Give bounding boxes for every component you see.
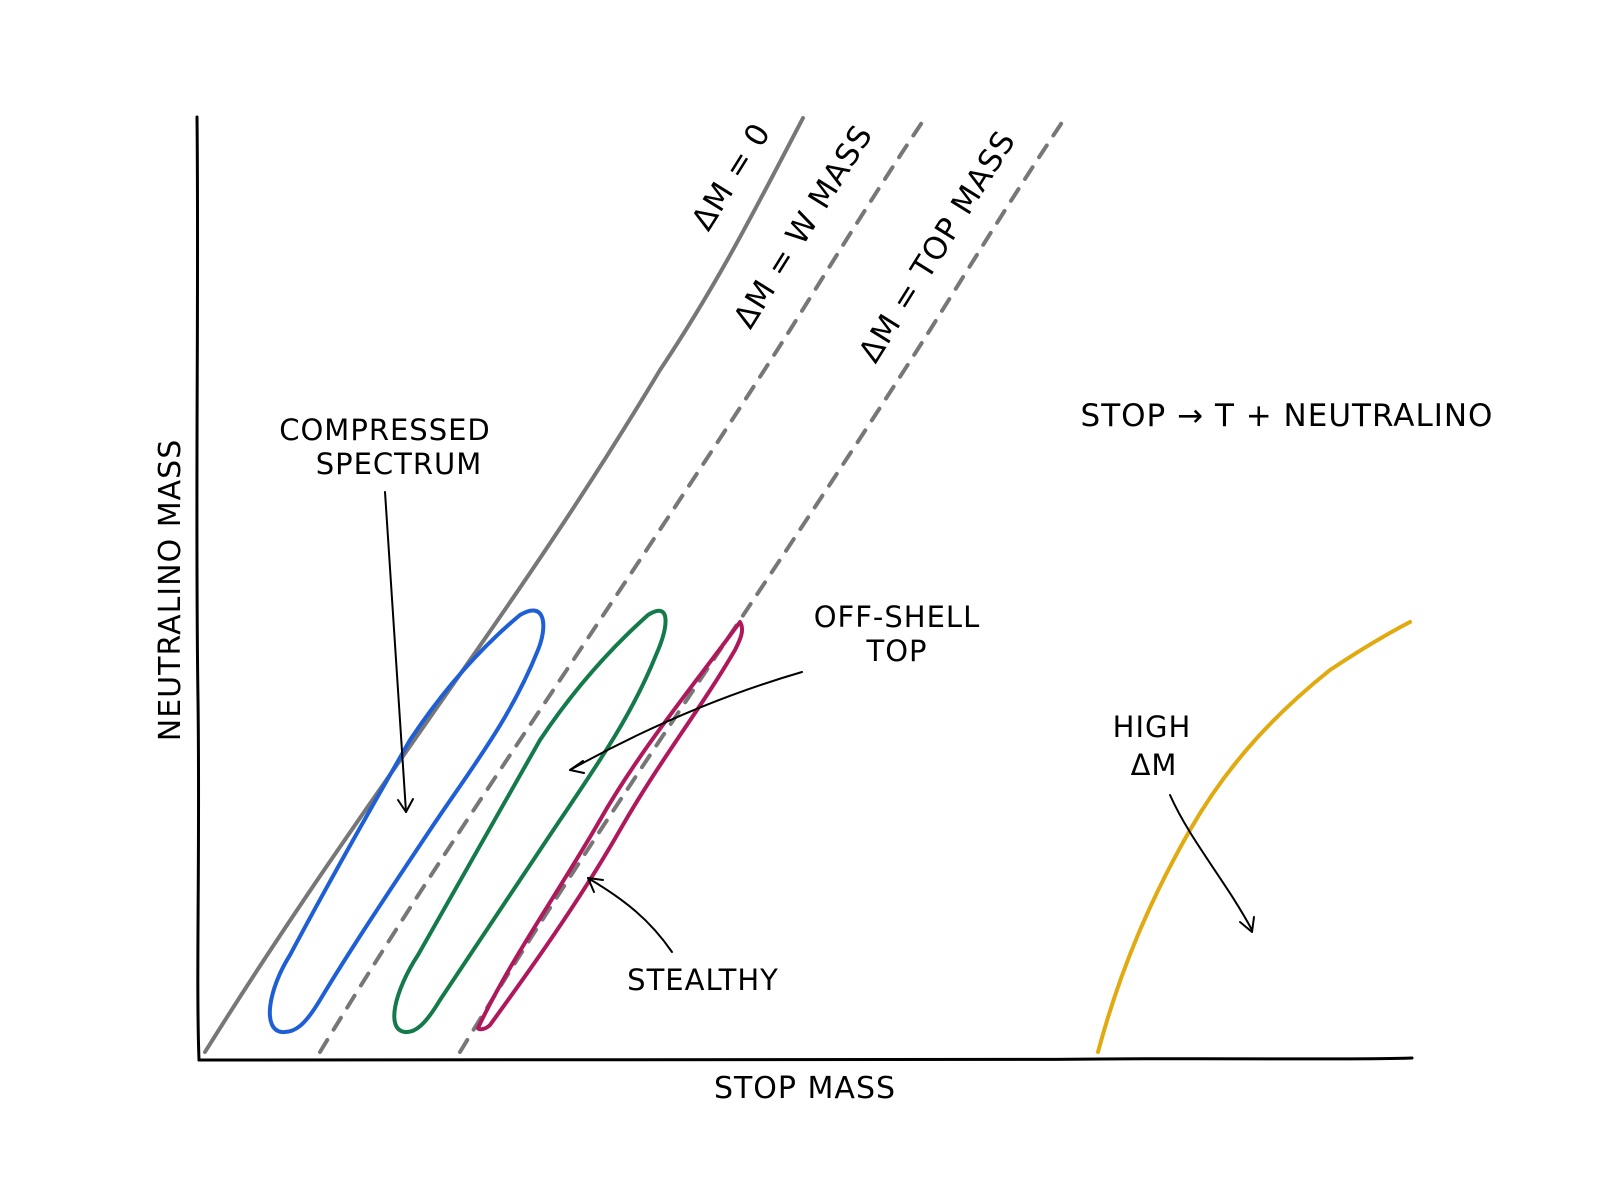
dm-w-line [318, 116, 927, 1054]
compressed-label-line1: COMPRESSED [279, 413, 491, 447]
high-dm-arrow [1169, 794, 1255, 933]
dm-top-label: ΔM = TOP MASS [852, 124, 1023, 369]
stealthy-region [476, 620, 745, 1032]
dm-zero-line [203, 116, 805, 1054]
stealthy-label: STEALTHY [627, 963, 779, 997]
offshell-arrow [569, 671, 803, 774]
dm-top-line [458, 116, 1067, 1054]
dm-zero-label: ΔM = 0 [685, 117, 779, 237]
x-axis [197, 1056, 1414, 1062]
stealthy-arrow [587, 877, 673, 953]
high-dm-label-line1: HIGH [1113, 710, 1192, 744]
y-axis [195, 115, 201, 1062]
offshell-label-line1: OFF-SHELL [814, 600, 981, 634]
y-axis-title: NEUTRALINO MASS [153, 439, 188, 741]
off-shell-top-region [392, 608, 668, 1035]
x-axis-title: STOP MASS [714, 1071, 896, 1106]
decay-label: STOP → T + NEUTRALINO [1081, 398, 1494, 434]
compressed-arrow [384, 491, 414, 813]
high-dm-label-line2: ΔM [1131, 748, 1178, 782]
compressed-label-line2: SPECTRUM [316, 447, 483, 481]
offshell-label-line2: TOP [865, 634, 927, 668]
compressed-spectrum-region [267, 608, 546, 1035]
high-dm-curve [1096, 620, 1412, 1054]
